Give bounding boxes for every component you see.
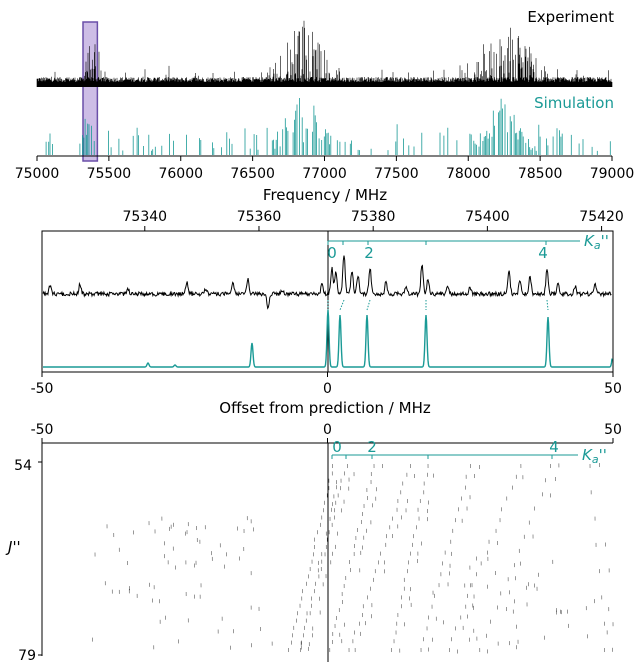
experiment-line (36, 20, 613, 87)
lw-y-axis-title: J'' (5, 538, 21, 556)
zoom-experiment-trace (42, 255, 612, 310)
zoom-ladder-label: 0 (327, 244, 337, 262)
zoom-top-x-tick-label: 75380 (351, 209, 396, 225)
zoom-simulation-trace (43, 309, 613, 368)
overview-x-tick-label: 78000 (446, 166, 491, 182)
lw-ladder-label: 4 (549, 438, 559, 456)
overview-x-ticks: 75000 75500 76000 76500 77000 77500 78000 78500… (15, 156, 635, 182)
zoom-panel: 75340 75360 75380 75400 75420 -50 0 50 0 2 4 Ka''… (31, 209, 624, 417)
zoom-connectors (327, 299, 549, 311)
zoom-connector (546, 299, 549, 311)
zoom-connector (366, 299, 371, 311)
zoom-bottom-x-tick-label: -50 (31, 381, 54, 397)
lw-ka-ladder: 0 2 4 Ka'' (331, 438, 607, 466)
zoom-x-axis-title: Offset from prediction / MHz (219, 399, 431, 417)
zoom-top-x-tick-label: 75360 (237, 209, 282, 225)
lw-y-tick-bottom: 79 (18, 648, 36, 662)
zoom-bottom-x-ticks: -50 0 50 (31, 372, 622, 397)
simulation-line (45, 98, 611, 155)
lw-ladder-label: 0 (332, 438, 342, 456)
overview-x-tick-label: 75000 (15, 166, 60, 182)
experiment-label: Experiment (527, 8, 614, 26)
zoom-bottom-x-tick-label: 0 (323, 381, 332, 397)
overview-x-tick-label: 75500 (87, 166, 132, 182)
lw-markers (92, 462, 614, 654)
lw-x-ticks: -50 0 50 (31, 422, 622, 656)
overview-x-tick-label: 78500 (518, 166, 563, 182)
zoom-ka-label: Ka'' (584, 232, 609, 252)
lw-x-tick-label: -50 (31, 422, 54, 438)
zoom-ladder-label: 4 (538, 244, 548, 262)
simulation-trace (45, 98, 611, 155)
zoom-ladder-label: 2 (364, 244, 374, 262)
highlight-box (82, 21, 99, 162)
lw-y-tick-top: 54 (14, 458, 32, 474)
overview-x-axis-title: Frequency / MHz (263, 186, 387, 204)
lw-ka-label: Ka'' (582, 446, 607, 466)
zoom-top-x-tick-label: 75340 (123, 209, 168, 225)
loomis-wood-panel: -50 0 50 0 2 4 Ka'' 54 79 J'' (5, 422, 622, 662)
zoom-simulation-line (43, 309, 613, 368)
overview-panel: 75000 75500 76000 76500 77000 77500 78000 78500… (15, 8, 635, 204)
lw-x-tick-label: 50 (604, 422, 622, 438)
overview-x-tick-label: 76000 (158, 166, 203, 182)
zoom-top-x-tick-label: 75400 (465, 209, 510, 225)
lw-ladder-label: 2 (367, 438, 377, 456)
experiment-trace (36, 20, 613, 87)
zoom-ka-ladder: 0 2 4 Ka'' (327, 232, 609, 262)
zoom-connector (339, 299, 345, 311)
zoom-bottom-x-tick-label: 50 (604, 381, 622, 397)
overview-x-tick-label: 79000 (590, 166, 635, 182)
overview-x-tick-label: 76500 (230, 166, 275, 182)
zoom-top-x-tick-label: 75420 (579, 209, 624, 225)
zoom-experiment-line (42, 255, 612, 310)
lw-x-tick-label: 0 (323, 422, 332, 438)
overview-x-tick-label: 77000 (302, 166, 347, 182)
zoom-top-x-ticks: 75340 75360 75380 75400 75420 (123, 209, 624, 231)
overview-x-tick-label: 77500 (374, 166, 419, 182)
simulation-label: Simulation (534, 94, 614, 112)
